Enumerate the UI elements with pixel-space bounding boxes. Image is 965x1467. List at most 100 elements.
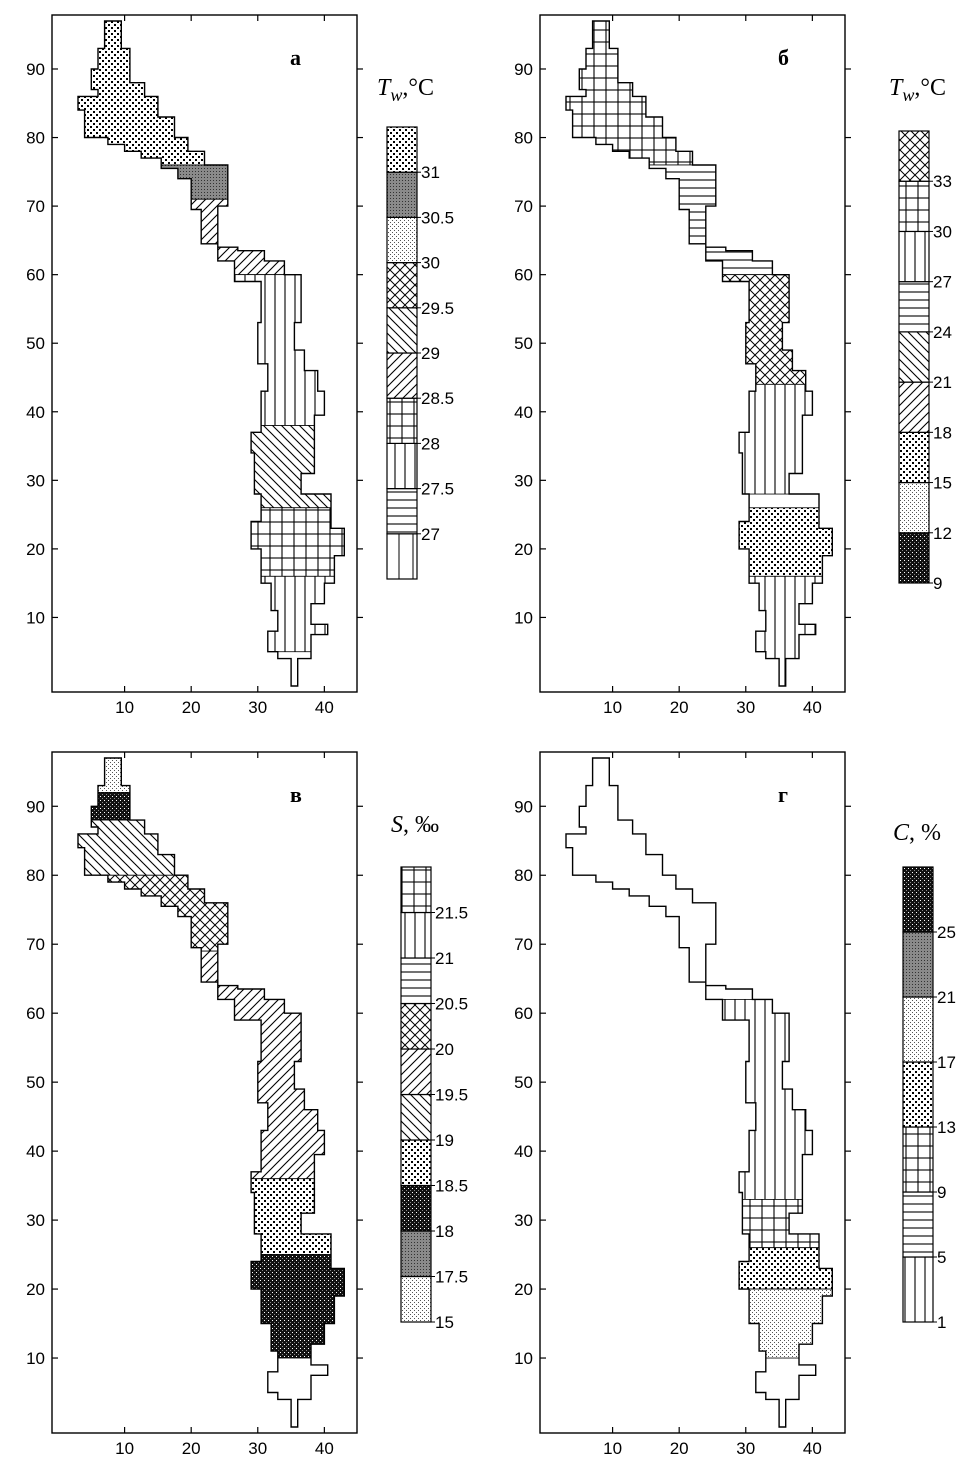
legend-label: 31	[421, 163, 440, 182]
legend-label: 1	[937, 1313, 946, 1332]
x-tick-label: 10	[603, 1439, 622, 1458]
legend-label: 21.5	[435, 904, 468, 923]
y-tick-label: 20	[514, 540, 533, 559]
y-tick-label: 50	[514, 334, 533, 353]
x-tick-label: 30	[736, 1439, 755, 1458]
x-tick-label: 20	[182, 698, 201, 717]
legend-label: 29	[421, 344, 440, 363]
legend-swatch	[400, 957, 432, 1005]
legend-label: 21	[937, 988, 956, 1007]
legend-title-symbol: S	[391, 812, 403, 838]
y-tick-label: 20	[26, 1280, 45, 1299]
legend-swatch	[386, 171, 418, 218]
y-tick-label: 80	[26, 129, 45, 148]
legend-label: 12	[933, 524, 952, 543]
y-tick-label: 50	[514, 1073, 533, 1092]
legend-swatch	[902, 1191, 934, 1258]
legend-label: 13	[937, 1118, 956, 1137]
legend-swatch	[898, 381, 930, 433]
legend-title: S, ‰	[391, 812, 439, 838]
legend-swatch	[400, 1048, 432, 1096]
legend-title-unit: ,°C	[402, 75, 434, 101]
panel-letter: б	[778, 45, 789, 70]
x-tick-label: 10	[115, 1439, 134, 1458]
legend: 9 12 15 18 21 24 27 30 33	[898, 130, 952, 593]
legend-label: 17.5	[435, 1268, 468, 1287]
legend-title-unit: ,°C	[914, 75, 946, 101]
legend-title: Tw,°C	[377, 75, 434, 105]
y-tick-label: 10	[514, 1349, 533, 1368]
legend-label: 20.5	[435, 995, 468, 1014]
legend-label: 30.5	[421, 208, 454, 227]
legend-title-symbol: C	[893, 820, 910, 846]
legend-swatch	[386, 262, 418, 309]
legend-label: 15	[435, 1313, 454, 1332]
legend-title-subscript: w	[390, 85, 402, 105]
y-tick-label: 90	[514, 797, 533, 816]
x-tick-label: 20	[182, 1439, 201, 1458]
legend: 27 27.5 28 28.5 29 29.5 30 30.5 31	[386, 126, 454, 580]
legend-title: C, %	[893, 820, 941, 846]
y-tick-label: 70	[514, 197, 533, 216]
legend-swatch	[386, 126, 418, 173]
y-tick-label: 70	[26, 935, 45, 954]
legend-swatch	[386, 533, 418, 580]
panel-a: 10 20 30 40 10 20 30 40 50 60 70 80 90 а Tw,°C 27 27.5 28…	[26, 14, 454, 717]
panel-letter: в	[290, 782, 302, 807]
legend-label: 28	[421, 434, 440, 453]
legend-swatch	[902, 931, 934, 998]
legend-swatch	[898, 180, 930, 233]
legend-swatch	[386, 488, 418, 535]
y-tick-label: 60	[26, 1004, 45, 1023]
legend-label: 33	[933, 172, 952, 191]
y-tick-label: 80	[26, 866, 45, 885]
legend-swatch	[898, 281, 930, 333]
legend-label: 9	[937, 1183, 946, 1202]
legend-label: 20	[435, 1040, 454, 1059]
y-tick-label: 20	[514, 1280, 533, 1299]
y-tick-label: 60	[514, 266, 533, 285]
y-tick-label: 70	[26, 197, 45, 216]
legend-swatch	[400, 1184, 432, 1232]
legend-swatch	[386, 216, 418, 264]
y-tick-label: 40	[514, 403, 533, 422]
legend-swatch	[902, 996, 934, 1063]
legend-label: 28.5	[421, 389, 454, 408]
panel-d: 10 20 30 40 10 20 30 40 50 60 70 80 90 г C, % 1 5 9 13 17 21…	[514, 751, 956, 1458]
x-tick-label: 40	[315, 698, 334, 717]
y-tick-label: 70	[514, 935, 533, 954]
legend-label: 30	[421, 254, 440, 273]
legend-label: 15	[933, 474, 952, 493]
legend-swatch	[400, 1093, 432, 1141]
x-tick-label: 40	[315, 1439, 334, 1458]
y-tick-label: 40	[514, 1142, 533, 1161]
legend-swatch	[898, 331, 930, 383]
y-tick-label: 40	[26, 403, 45, 422]
legend-label: 18	[435, 1222, 454, 1241]
y-tick-label: 60	[26, 266, 45, 285]
x-tick-label: 20	[670, 1439, 689, 1458]
y-tick-label: 90	[514, 60, 533, 79]
y-tick-label: 30	[26, 471, 45, 490]
legend-label: 9	[933, 574, 942, 593]
legend-label: 21	[933, 373, 952, 392]
legend-swatch	[400, 1275, 432, 1323]
y-tick-label: 30	[26, 1211, 45, 1230]
panel-letter: а	[290, 45, 301, 70]
legend-title: Tw,°C	[889, 75, 946, 105]
legend-label: 21	[435, 949, 454, 968]
legend-label: 18	[933, 423, 952, 442]
legend-swatch	[898, 130, 930, 182]
legend-swatch	[898, 230, 930, 283]
legend-swatch	[400, 866, 432, 914]
legend-title-unit: , ‰	[403, 812, 439, 838]
legend-label: 25	[937, 923, 956, 942]
x-tick-label: 40	[803, 698, 822, 717]
x-tick-label: 10	[603, 698, 622, 717]
x-tick-label: 40	[803, 1439, 822, 1458]
legend-title-symbol: T	[377, 75, 392, 101]
legend-swatch	[902, 1256, 934, 1323]
legend-label: 29.5	[421, 299, 454, 318]
